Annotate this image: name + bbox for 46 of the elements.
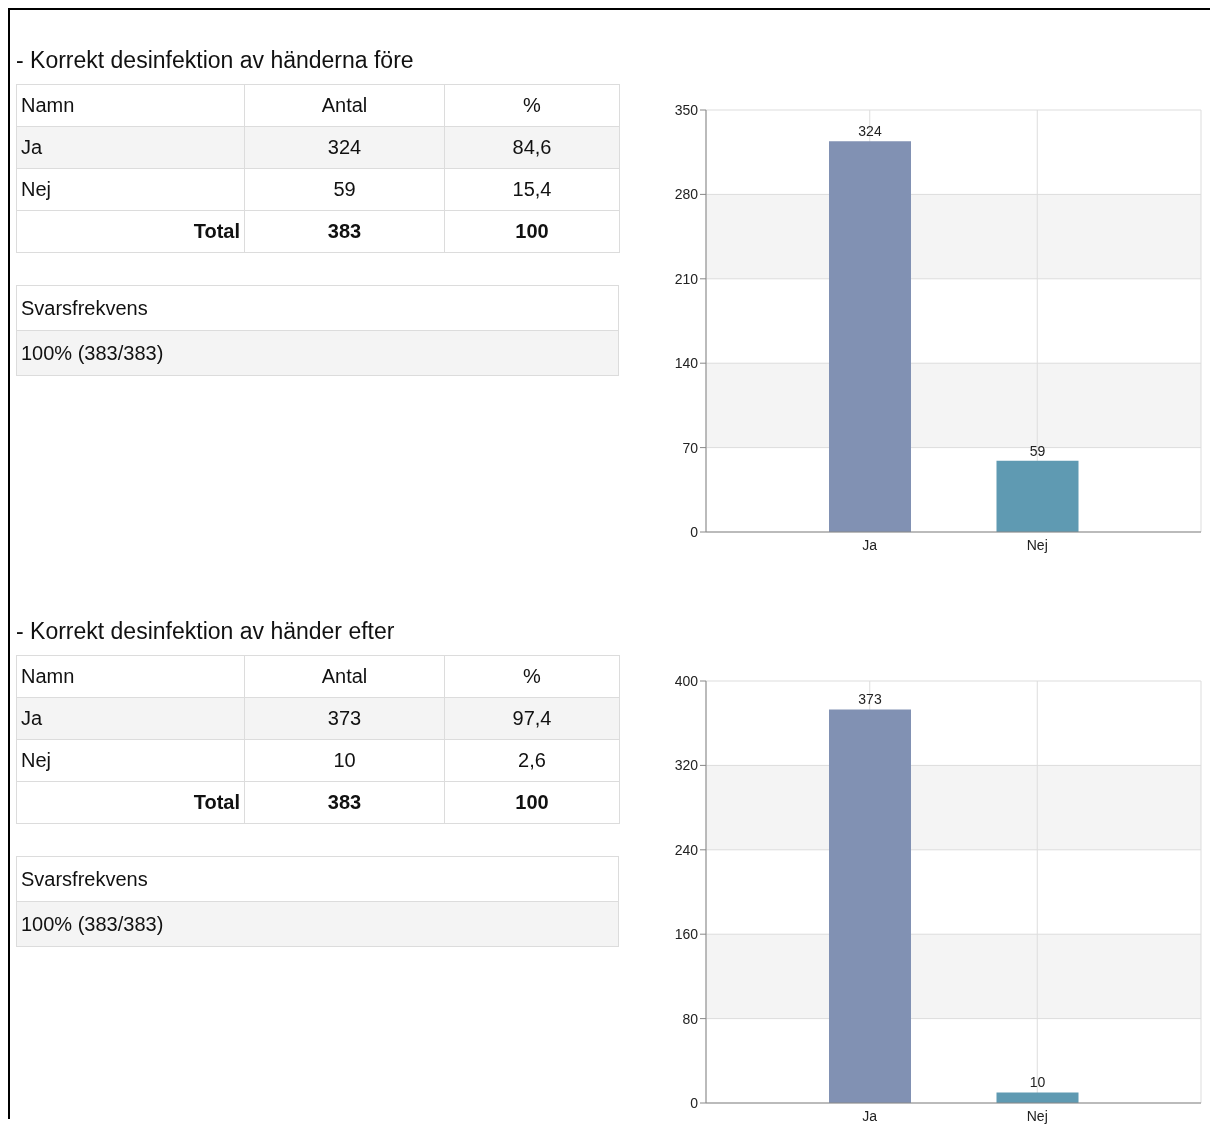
data-label: 373 <box>858 691 882 708</box>
text: Svarsfrekvens <box>16 856 619 902</box>
y-tick-label: 0 <box>690 1094 699 1111</box>
text: Total <box>16 210 245 253</box>
y-tick-label: 140 <box>674 355 699 372</box>
y-tick-label: 240 <box>674 841 699 858</box>
text: 100% (383/383) <box>16 901 619 947</box>
text: - Korrekt desinfektion av händerna före <box>16 46 415 75</box>
y-tick-label: 160 <box>674 926 699 943</box>
text: 10 <box>244 739 445 782</box>
text: 324 <box>244 126 445 169</box>
text: Namn <box>16 655 245 698</box>
text: 100% (383/383) <box>16 330 619 376</box>
text: Nej <box>16 739 245 782</box>
y-tick-label: 350 <box>674 101 699 118</box>
y-tick-label: 0 <box>690 523 699 540</box>
y-tick-label: 80 <box>682 1010 699 1027</box>
text: Namn <box>16 84 245 127</box>
text: 100 <box>444 210 620 253</box>
text: Ja <box>16 126 245 169</box>
y-tick-label: 70 <box>682 439 699 456</box>
text: Svarsfrekvens <box>16 285 619 331</box>
text: Antal <box>244 84 445 127</box>
data-label: 324 <box>858 123 882 140</box>
text: 84,6 <box>444 126 620 169</box>
y-tick-label: 400 <box>674 672 699 689</box>
y-tick-label: 210 <box>674 270 699 287</box>
text: 15,4 <box>444 168 620 211</box>
text: 97,4 <box>444 697 620 740</box>
text: 383 <box>244 781 445 824</box>
data-label: 59 <box>1029 442 1046 459</box>
text: - Korrekt desinfektion av händer efter <box>16 617 396 646</box>
data-label: 10 <box>1029 1074 1046 1091</box>
y-tick-label: 280 <box>674 186 699 203</box>
text: Nej <box>16 168 245 211</box>
text: 383 <box>244 210 445 253</box>
text: % <box>444 655 620 698</box>
text: 100 <box>444 781 620 824</box>
text: 59 <box>244 168 445 211</box>
text: Ja <box>16 697 245 740</box>
text: 2,6 <box>444 739 620 782</box>
text: Antal <box>244 655 445 698</box>
text: 373 <box>244 697 445 740</box>
text: % <box>444 84 620 127</box>
text: Total <box>16 781 245 824</box>
y-tick-label: 320 <box>674 757 699 774</box>
